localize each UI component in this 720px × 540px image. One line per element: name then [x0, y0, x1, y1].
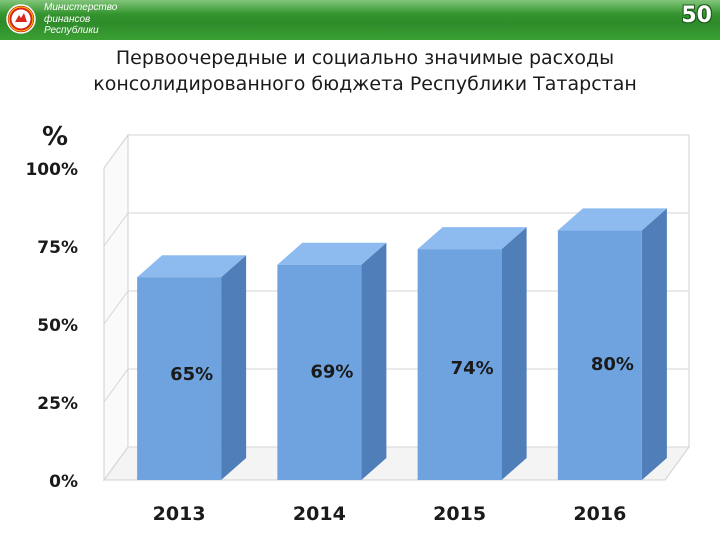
bar-front	[417, 249, 502, 480]
bar	[137, 255, 247, 480]
data-label: 65%	[170, 364, 213, 385]
bar-top	[137, 255, 247, 278]
ministry-name: Министерство финансов Республики	[44, 2, 174, 37]
ministry-line: Министерство	[44, 2, 118, 13]
y-tick-label: 100%	[25, 160, 78, 180]
header-shine	[0, 0, 720, 14]
page-title: Первоочередные и социально значимые расх…	[40, 45, 690, 97]
bar-side	[361, 242, 387, 480]
x-tick-label: 2015	[433, 503, 486, 525]
page-number: 50	[681, 3, 712, 28]
tatarstan-emblem-icon	[6, 4, 36, 34]
data-label: 69%	[310, 361, 353, 382]
title-line: консолидированного бюджета Республики Та…	[93, 73, 637, 95]
y-axis-label: %	[42, 122, 68, 152]
bar-top	[557, 208, 667, 231]
bar	[557, 208, 667, 480]
x-tick-label: 2016	[573, 503, 626, 525]
bar-front	[277, 264, 362, 480]
x-tick-label: 2013	[153, 503, 206, 525]
title-line: Первоочередные и социально значимые расх…	[115, 47, 615, 69]
y-tick-label: 50%	[37, 316, 78, 336]
bar-front	[137, 277, 222, 480]
ministry-line: Республики	[44, 25, 99, 36]
bar-side	[221, 255, 247, 480]
bar	[277, 242, 387, 480]
gridline	[103, 134, 689, 169]
bar	[417, 227, 527, 480]
ministry-line: финансов	[44, 13, 91, 25]
bar-side	[641, 208, 667, 480]
gridline	[103, 212, 689, 247]
y-tick-label: 75%	[37, 238, 78, 258]
bar-top	[417, 227, 527, 250]
data-label: 80%	[591, 354, 634, 375]
bar-top	[277, 242, 387, 265]
x-tick-label: 2014	[293, 503, 346, 525]
bar-front	[557, 230, 642, 480]
y-tick-label: 0%	[49, 472, 78, 492]
y-tick-label: 25%	[37, 394, 78, 414]
bar-side	[501, 227, 527, 480]
header-bar: Министерство финансов Республики 50	[0, 0, 720, 40]
data-label: 74%	[451, 358, 494, 379]
